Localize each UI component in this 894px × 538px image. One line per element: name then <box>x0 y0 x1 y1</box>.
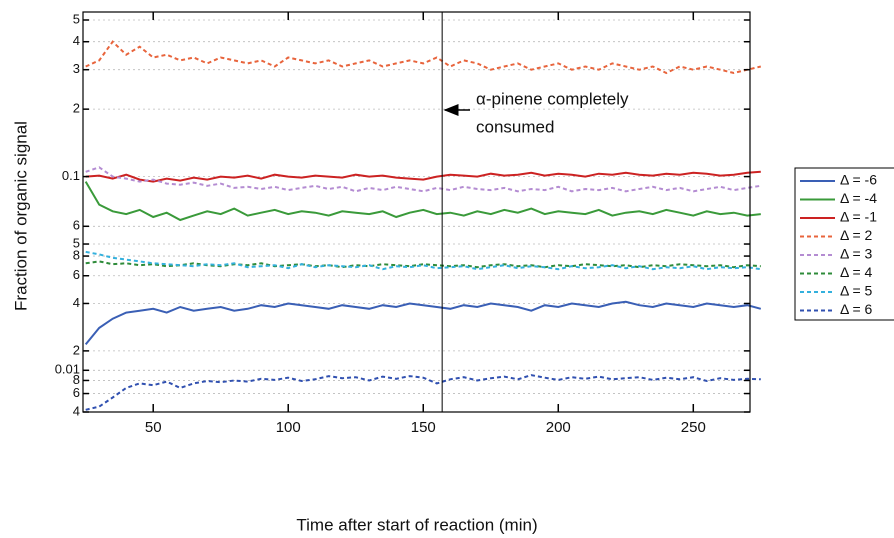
y-tick-label: 6 <box>73 267 80 282</box>
data-line <box>84 300 762 346</box>
x-tick-label: 150 <box>411 419 436 436</box>
x-axis-label: Time after start of reaction (min) <box>296 515 537 534</box>
legend-label: Δ = 6 <box>840 301 873 317</box>
y-tick-label: 2 <box>73 342 80 357</box>
legend-label: Δ = 5 <box>840 283 873 299</box>
y-tick-label: 2 <box>73 101 80 116</box>
y-tick-label: 4 <box>73 33 80 48</box>
y-tick-label: 4 <box>73 403 80 418</box>
data-line <box>85 170 761 183</box>
y-tick-label: 8 <box>73 372 80 387</box>
legend-label: Δ = 4 <box>840 264 873 280</box>
y-tick-label: 8 <box>73 247 80 262</box>
y-tick-label: 5 <box>73 235 80 250</box>
data-line <box>85 250 761 271</box>
legend-label: Δ = -4 <box>840 190 877 206</box>
x-tick-label: 250 <box>681 419 706 436</box>
grid <box>83 19 750 413</box>
legend-box <box>794 167 894 321</box>
x-tick-label: 50 <box>145 419 162 436</box>
legend: Δ = -6 Δ = -4 Δ = -1 Δ = 2 Δ = 3 Δ = 4 Δ = 5 Δ … <box>800 172 877 317</box>
y-tick-label: 6 <box>73 218 80 233</box>
annotation: α-pinene completely <box>476 89 629 108</box>
annotation: consumed <box>476 117 554 136</box>
data-line <box>84 181 761 222</box>
data-line <box>85 40 762 75</box>
y-tick-label: 0.1 <box>62 168 80 183</box>
legend-label: Δ = -6 <box>840 172 877 188</box>
plot-area <box>84 40 762 411</box>
x-tick-label: 200 <box>546 419 571 436</box>
legend-label: Δ = 3 <box>840 246 873 262</box>
plot-frame <box>82 11 751 413</box>
x-tick-label: 100 <box>276 419 301 436</box>
y-tick-label: 6 <box>73 385 80 400</box>
y-tick-label: 0.01 <box>55 362 80 377</box>
y-tick-label: 3 <box>73 61 80 76</box>
data-line <box>85 374 761 411</box>
data-line <box>85 166 761 193</box>
y-axis-label: Fraction of organic signal <box>11 121 30 311</box>
y-tick-label: 5 <box>73 11 80 26</box>
data-line <box>85 260 761 269</box>
y-tick-label: 4 <box>73 295 80 310</box>
legend-label: Δ = 2 <box>840 227 873 243</box>
legend-label: Δ = -1 <box>840 209 877 225</box>
